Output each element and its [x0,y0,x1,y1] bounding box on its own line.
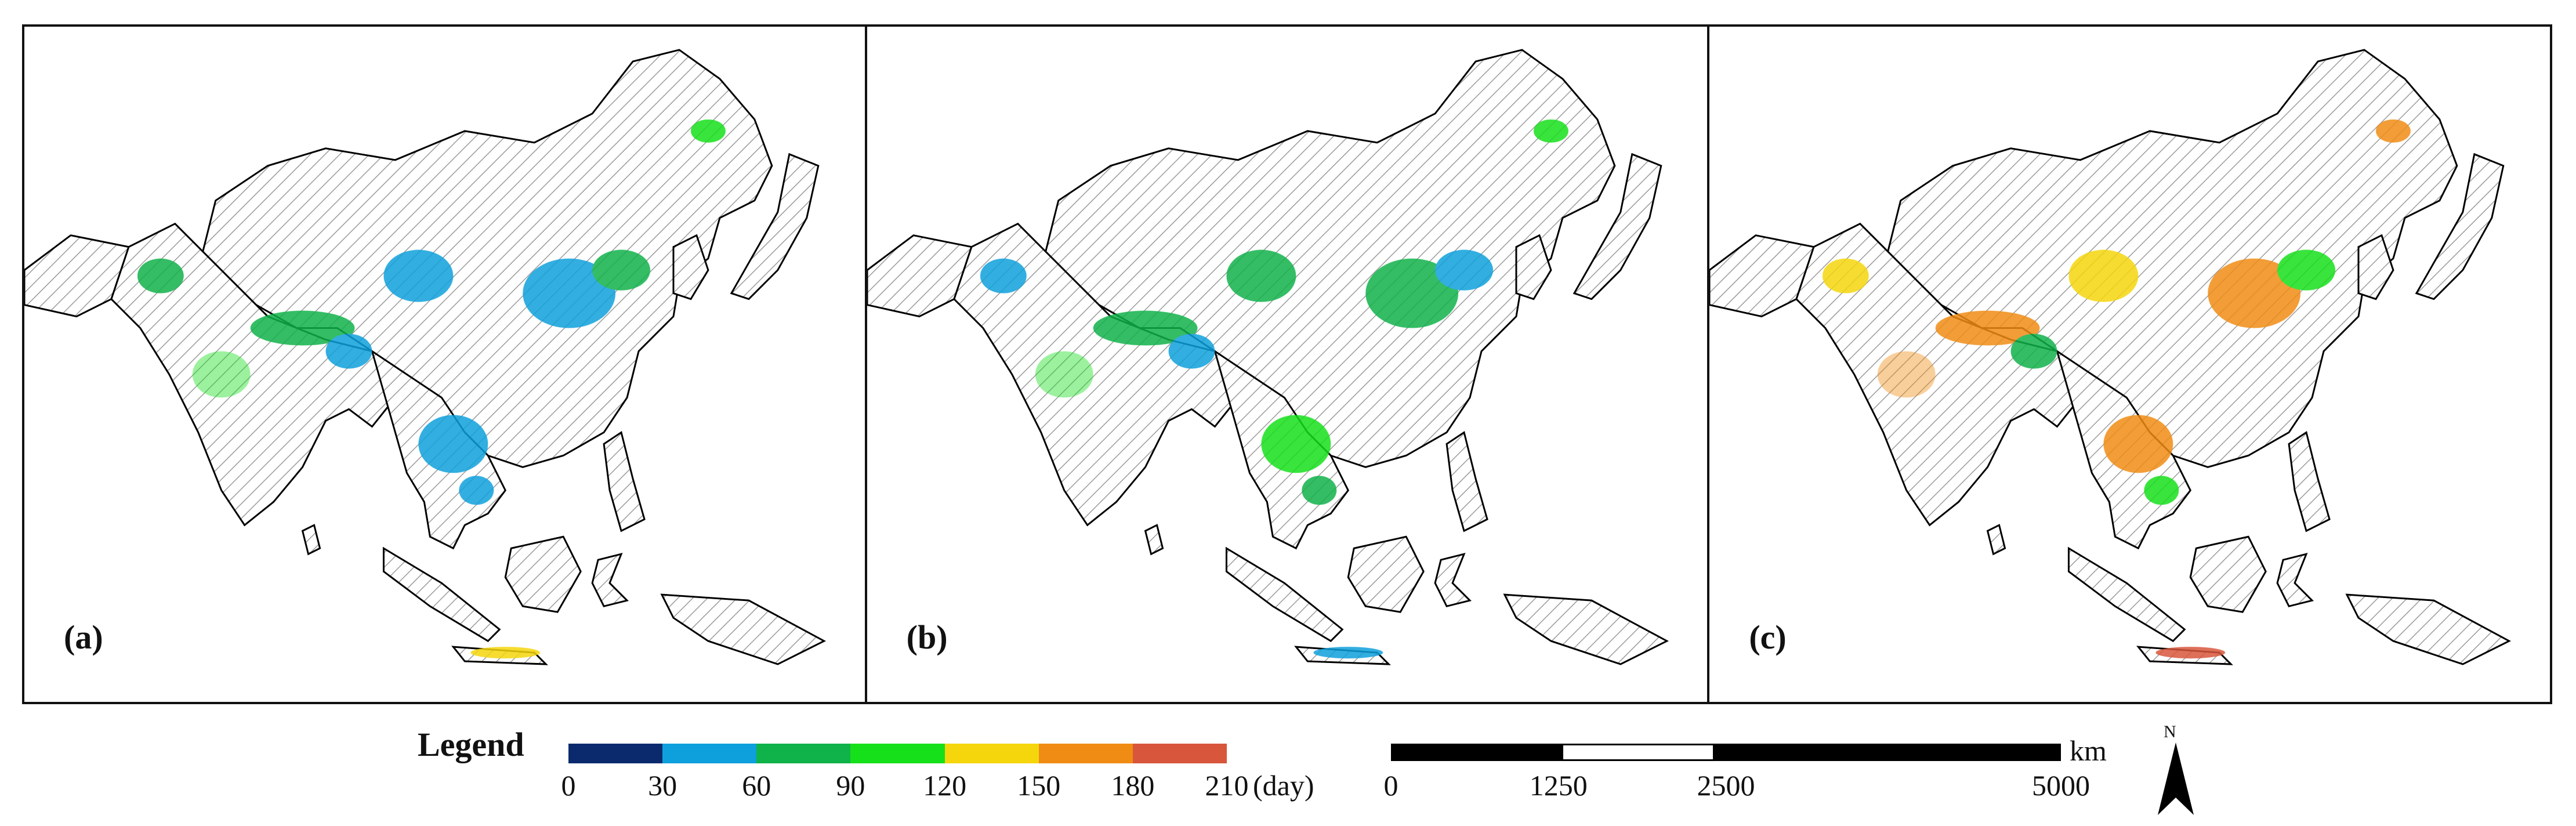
map-panels: (a) (b) [22,24,2552,704]
legend-tick-label: 120 [923,769,967,802]
scale-bar-segment [1393,745,1564,759]
legend-tick-label: 30 [648,769,677,802]
legend-color-segment [756,744,851,763]
legend-color-segment [568,744,663,763]
map-c [1709,49,2510,665]
north-label: N [2164,722,2176,741]
legend-color-segment [944,744,1039,763]
scale-bar-segment [1712,745,2059,759]
north-arrow-icon [2158,742,2194,815]
map-panel-a: (a) [24,27,867,702]
panel-label-b: (b) [906,618,948,656]
scale-bar-tick-label: 1250 [1529,769,1588,802]
map-panel-b: (b) [867,27,1710,702]
legend-colorbar [568,744,1227,763]
scale-bar-tick-label: 5000 [2032,769,2090,802]
legend-tick-label: 180 [1111,769,1155,802]
legend-tick-label: 150 [1017,769,1061,802]
legend-color-segment [850,744,945,763]
scale-bar [1391,744,2061,761]
scale-bar-unit: km [2070,734,2107,767]
legend-tick-label: 210 [1205,769,1249,802]
map-b [867,49,1668,665]
map-panel-c: (c) [1709,27,2550,702]
panel-label-a: (a) [64,618,103,656]
legend-tick-label: 60 [742,769,771,802]
legend-title: Legend [418,726,524,763]
legend-color-segment [662,744,757,763]
legend-tick-label: 0 [561,769,576,802]
scale-bar-tick-label: 0 [1383,769,1398,802]
legend-unit: (day) [1253,769,1314,802]
map-a [24,49,825,665]
legend-color-segment [1038,744,1133,763]
legend-color-segment [1132,744,1227,763]
scale-bar-tick-label: 2500 [1697,769,1755,802]
legend-tick-label: 90 [836,769,865,802]
panel-label-c: (c) [1749,618,1787,656]
scale-bar-segment [1563,745,1713,759]
